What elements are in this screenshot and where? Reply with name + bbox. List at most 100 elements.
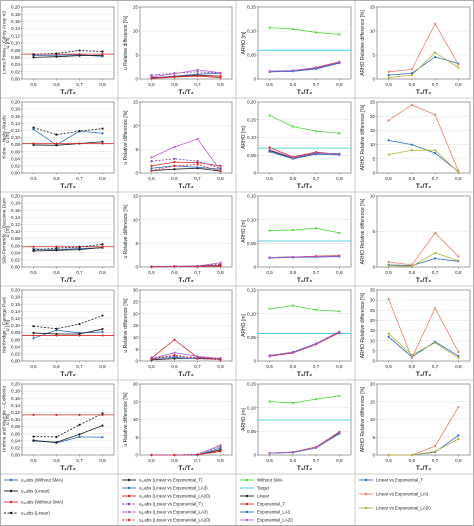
- legend-swatch-marker: [245, 510, 249, 514]
- x-tick-label: 0,6: [409, 270, 416, 275]
- data-point: [55, 413, 58, 416]
- y-tick-label: 0: [135, 171, 138, 176]
- data-point: [32, 53, 35, 56]
- data-point: [387, 153, 390, 156]
- series-line-5: [269, 61, 340, 72]
- y-tick-label: 0,14: [11, 215, 20, 220]
- row-label: Kobe – Nishi-Akashi: [2, 115, 8, 158]
- y-tick-label: 5: [372, 53, 375, 58]
- series-line-0: [269, 227, 340, 234]
- y-tick-label: 0,12: [11, 33, 20, 38]
- series-line-1: [388, 22, 459, 73]
- plot-area: [376, 101, 471, 174]
- legend-label: u₁,abs (Linear vs Exponential_LA3): [139, 486, 208, 491]
- x-tick-label: 0,7: [76, 458, 83, 463]
- data-point: [101, 327, 104, 331]
- y-tick-label: 0,15: [247, 382, 256, 387]
- data-point: [101, 127, 104, 130]
- y-tick-label: 5: [135, 435, 138, 440]
- y-tick-label: 0,00: [11, 265, 20, 270]
- data-point: [291, 304, 294, 307]
- series-line-5: [269, 149, 340, 159]
- series-line-3: [33, 315, 103, 330]
- y-tick-label: 0,12: [11, 222, 20, 227]
- data-point: [315, 255, 318, 258]
- series-line-1: [33, 425, 103, 443]
- x-tick-label: 0,5: [385, 176, 392, 181]
- data-point: [291, 69, 294, 72]
- legend-label: u₁,abs (Without SMA): [21, 478, 64, 483]
- series-line-5: [269, 255, 340, 258]
- data-point: [101, 132, 104, 135]
- y-axis-label: ARHO [m]: [241, 220, 247, 243]
- x-tick-label: 0,5: [30, 364, 37, 369]
- y-tick-label: 0,08: [11, 424, 20, 429]
- data-point: [101, 412, 104, 415]
- data-point: [387, 139, 390, 142]
- x-tick-label: 0,5: [148, 458, 155, 463]
- x-axis-label: T₁/T₂: [416, 465, 431, 472]
- y-tick-label: 0,14: [11, 403, 20, 408]
- legend-swatch-marker: [245, 494, 249, 498]
- chart-panel-r1-c2: 0 0,05 0,10 0,15 0,20 0,5 0,6 0,7 0,8 T₁/T₂ ARHO […: [241, 100, 352, 190]
- x-tick-label: 0,7: [76, 176, 83, 181]
- legend-swatch-marker: [127, 494, 131, 498]
- y-tick-label: 0,02: [11, 69, 20, 74]
- data-point: [268, 148, 271, 151]
- y-axis-label: ARHO Relative difference [%]: [360, 386, 366, 452]
- data-point: [78, 246, 81, 249]
- x-tick-label: 0,7: [194, 364, 201, 369]
- y-tick-label: 0,10: [11, 323, 20, 328]
- data-point: [219, 75, 222, 78]
- chart-panel-r2-c2: 0 0,05 0,10 0,15 0,5 0,6 0,7 0,8 T₁/T₂ ARHO [m]: [241, 194, 352, 284]
- y-tick-label: 0,10: [247, 29, 256, 34]
- data-point: [78, 142, 81, 145]
- series-line-0: [388, 258, 459, 266]
- y-tick-label: 10: [370, 142, 376, 147]
- data-point: [101, 334, 104, 337]
- y-tick-label: 20: [133, 311, 139, 316]
- series-line-0: [388, 336, 459, 358]
- chart-panel-r1-c3: 0 5 10 15 20 25 0,5 0,6 0,7 0,8 T₁/T₂ ARHO Relative…: [360, 100, 471, 190]
- plot-area: [257, 195, 352, 268]
- data-point: [32, 334, 35, 337]
- y-tick-label: 0,15: [247, 117, 256, 122]
- data-point: [410, 72, 413, 75]
- row-label: Northridge – Canoga Park: [2, 297, 8, 353]
- data-point: [101, 424, 104, 427]
- series-line-0: [269, 305, 340, 312]
- data-point: [338, 255, 341, 258]
- x-tick-label: 0,5: [148, 364, 155, 369]
- data-point: [219, 170, 222, 173]
- y-tick-label: 0,06: [11, 149, 20, 154]
- data-point: [219, 446, 222, 449]
- y-tick-label: 15: [133, 323, 139, 328]
- y-tick-label: 0: [253, 453, 256, 458]
- data-point: [315, 227, 318, 230]
- data-point: [268, 354, 271, 357]
- y-tick-label: 0,15: [247, 5, 256, 10]
- data-point: [268, 400, 271, 403]
- x-tick-label: 0,6: [409, 176, 416, 181]
- data-point: [338, 61, 341, 64]
- x-tick-label: 0,8: [99, 176, 106, 181]
- series-line-0: [151, 167, 221, 172]
- y-axis-label: u Relative difference [%]: [123, 204, 129, 259]
- y-tick-label: 0,10: [247, 217, 256, 222]
- y-tick-label: 0,06: [11, 243, 20, 248]
- y-tick-label: 35: [370, 288, 376, 293]
- y-tick-label: 0,10: [11, 229, 20, 234]
- data-point: [78, 53, 81, 56]
- data-point: [291, 351, 294, 354]
- x-tick-label: 0,8: [99, 82, 106, 87]
- y-tick-label: 0,12: [11, 128, 20, 133]
- y-tick-label: 0,04: [11, 438, 20, 443]
- y-axis-label: u [m]: [5, 37, 11, 49]
- data-point: [291, 27, 294, 31]
- chart-panel-r0-c2: 0 0,05 0,10 0,15 0,5 0,6 0,7 0,8 T₁/T₂ ARHO [m]: [241, 5, 352, 96]
- series-line-3: [33, 243, 103, 251]
- series-line-5: [269, 331, 340, 356]
- data-point: [268, 26, 271, 29]
- data-point: [457, 434, 460, 437]
- series-line-1: [151, 165, 221, 170]
